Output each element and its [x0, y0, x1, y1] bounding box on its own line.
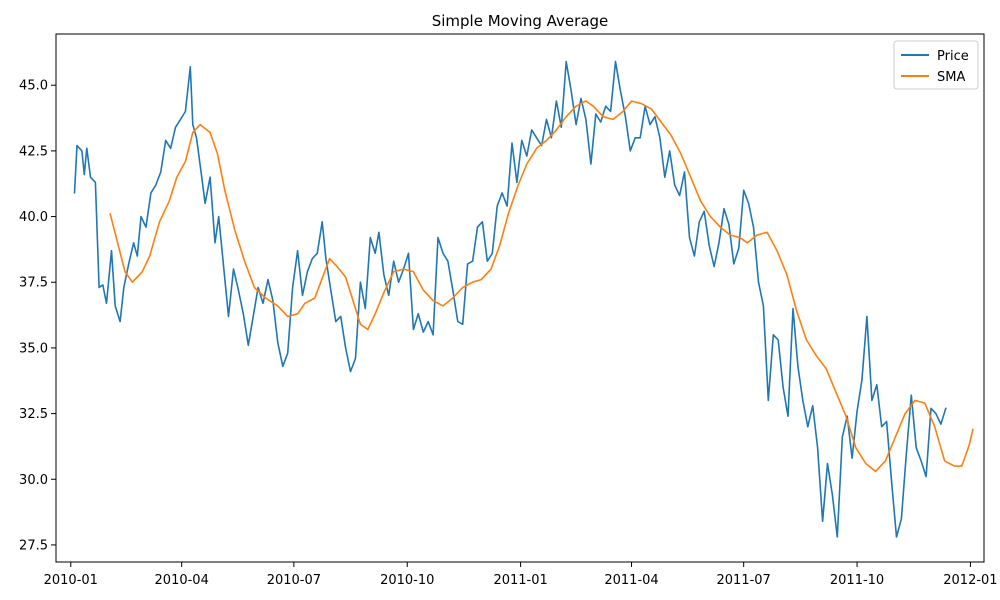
x-tick-label: 2012-01	[943, 573, 997, 588]
x-tick-label: 2010-01	[44, 573, 98, 588]
y-tick-label: 27.5	[19, 538, 48, 553]
x-tick-label: 2010-07	[267, 573, 321, 588]
legend-label-price: Price	[937, 49, 969, 64]
x-tick-label: 2011-04	[604, 573, 658, 588]
x-tick-label: 2010-04	[155, 573, 209, 588]
x-tick-label: 2011-01	[493, 573, 547, 588]
legend-label-sma: SMA	[937, 70, 965, 85]
series-line-price	[73, 60, 947, 538]
y-tick-label: 32.5	[19, 407, 48, 422]
y-tick-label: 35.0	[19, 341, 48, 356]
x-tick-label: 2010-10	[380, 573, 434, 588]
y-tick-label: 45.0	[19, 79, 48, 94]
x-tick-label: 2011-10	[830, 573, 884, 588]
series-line-sma	[109, 100, 974, 473]
plot-frame	[55, 33, 985, 563]
series-layer	[73, 60, 974, 538]
y-tick-label: 40.0	[19, 210, 48, 225]
legend: Price SMA	[893, 40, 979, 90]
y-axis: 27.5 30.0 32.5 35.0 37.5 40.0 42.5 45.0	[19, 79, 56, 553]
y-tick-label: 42.5	[19, 144, 48, 159]
x-tick-label: 2011-07	[717, 573, 771, 588]
y-tick-label: 37.5	[19, 276, 48, 291]
y-tick-label: 30.0	[19, 473, 48, 488]
chart-title: Simple Moving Average	[432, 12, 609, 30]
x-axis: 2010-01 2010-04 2010-07 2010-10 2011-01 2011-…	[44, 562, 998, 588]
